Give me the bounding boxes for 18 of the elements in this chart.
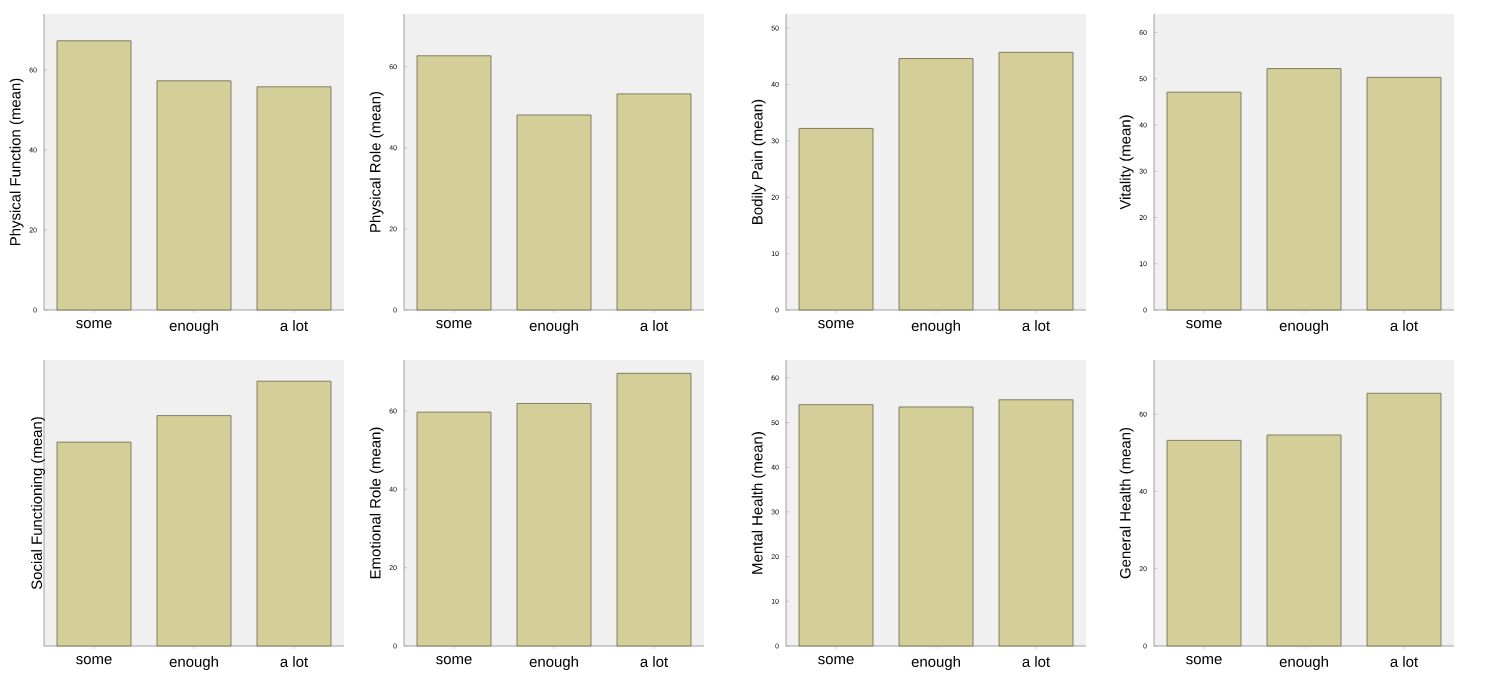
bar <box>1366 76 1442 311</box>
bar <box>1266 434 1342 647</box>
bar <box>616 372 692 647</box>
bar <box>416 411 492 647</box>
bar <box>616 93 692 311</box>
bar <box>898 58 974 311</box>
bar <box>516 403 592 647</box>
bar <box>516 114 592 311</box>
bar <box>1266 68 1342 311</box>
bar <box>1166 91 1242 311</box>
bar <box>998 51 1074 311</box>
bar <box>416 55 492 311</box>
bar <box>56 40 132 311</box>
bar <box>156 80 232 311</box>
bar <box>1166 440 1242 647</box>
bar <box>1366 392 1442 647</box>
bar <box>798 128 874 311</box>
bar <box>256 86 332 311</box>
